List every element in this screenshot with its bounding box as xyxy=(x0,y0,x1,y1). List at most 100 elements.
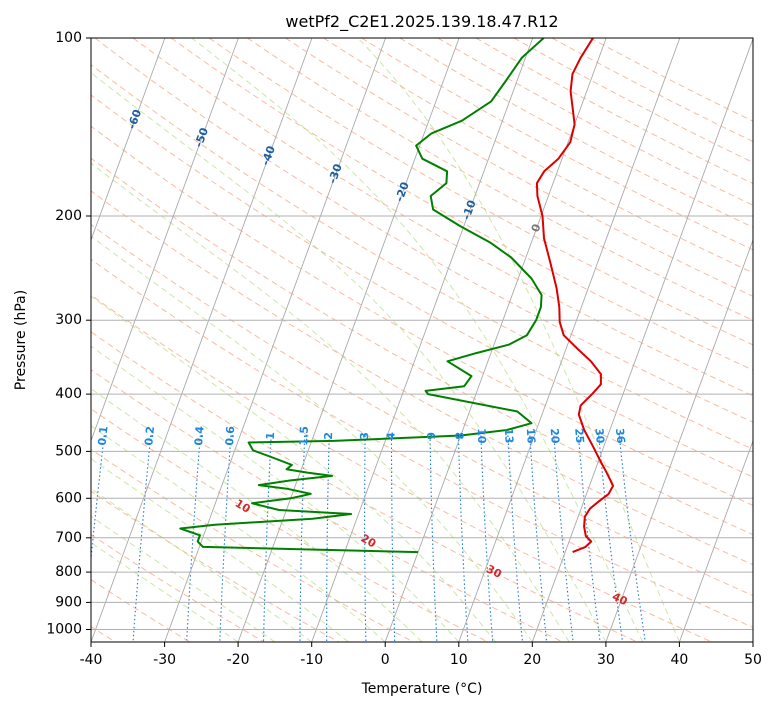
mixing-ratio-label: 0.6 xyxy=(223,425,237,446)
moist-adiabat xyxy=(91,72,607,642)
mixing-ratio-label: 0.1 xyxy=(96,425,111,446)
mixing-ratio-line xyxy=(364,435,367,642)
dry-adiabat xyxy=(91,224,753,597)
dry-adiabat xyxy=(94,38,753,423)
x-axis-ticks: -40 -30 -20 -10 0 10 20 30 40 50 xyxy=(80,642,762,668)
y-tick-label: 1000 xyxy=(46,622,82,638)
mixing-ratio-line xyxy=(262,435,272,642)
mixing-ratio-label: 3 xyxy=(358,432,371,440)
mixing-ratio-line xyxy=(598,435,624,642)
dry-adiabat xyxy=(91,534,265,642)
moist-adiabat xyxy=(357,38,680,642)
mixing-ratio-label: 13 xyxy=(502,428,516,444)
dry-adiabat xyxy=(208,38,753,346)
dry-adiabats xyxy=(91,38,753,642)
moist-adiabats xyxy=(91,38,680,642)
mixing-ratio-label: 1.5 xyxy=(297,426,311,446)
temperature-profile xyxy=(535,38,614,554)
isotherm-lines xyxy=(91,38,753,642)
mixing-ratio-label: 4 xyxy=(385,432,398,440)
mixing-ratio-line xyxy=(390,435,396,642)
mixing-ratio-line xyxy=(618,435,646,642)
y-tick-label: 500 xyxy=(55,443,82,459)
x-axis-label: Temperature (°C) xyxy=(361,681,483,697)
x-tick-label: 20 xyxy=(523,652,541,668)
mixing-ratio-line xyxy=(529,435,548,642)
mixing-ratio-line xyxy=(132,435,152,642)
isotherm-line xyxy=(678,439,753,642)
mixing-ratio-label: 25 xyxy=(572,428,586,444)
dry-adiabat xyxy=(91,294,713,642)
dewpoint-profile xyxy=(179,38,545,554)
dry-adiabat xyxy=(513,38,753,163)
dry-adiabat xyxy=(91,190,753,566)
y-axis-label: Pressure (hPa) xyxy=(13,290,29,390)
dry-adiabat xyxy=(285,38,753,297)
mixing-ratio-line xyxy=(507,435,524,642)
chart-title: wetPf2_C2E1.2025.139.18.47.R12 xyxy=(285,12,558,32)
x-tick-label: 30 xyxy=(597,652,615,668)
dry-adiabat-label: 30 xyxy=(484,562,504,581)
mixing-ratio-line xyxy=(219,435,232,642)
mixing-ratio-label: 0.4 xyxy=(192,425,206,446)
dry-adiabat xyxy=(91,64,753,450)
mixing-ratio-label: 20 xyxy=(548,428,562,445)
isotherm-line xyxy=(605,238,753,642)
x-tick-label: 10 xyxy=(450,652,468,668)
mixing-ratio-label: 1 xyxy=(264,432,277,440)
moist-adiabat xyxy=(91,388,423,642)
moist-adiabat xyxy=(91,515,276,642)
mixing-ratio-line xyxy=(186,435,201,642)
mixing-ratio-line xyxy=(577,435,601,642)
mixing-ratio-label: 10 xyxy=(475,428,489,444)
mixing-ratio-label: 8 xyxy=(452,432,465,440)
dry-adiabat xyxy=(91,125,753,506)
isotherm-line xyxy=(384,38,607,642)
isotherm-label: 0 xyxy=(529,222,544,234)
moist-adiabat xyxy=(91,425,386,642)
x-tick-label: -30 xyxy=(153,652,176,668)
mixing-ratio-line xyxy=(299,435,306,642)
mixing-ratio-line xyxy=(480,435,494,642)
y-tick-label: 200 xyxy=(55,208,82,224)
isotherm-line xyxy=(91,38,313,642)
dry-adiabat xyxy=(91,331,638,642)
mixing-ratio-label: 36 xyxy=(613,428,628,445)
dry-adiabat-label: 40 xyxy=(610,590,630,608)
dry-adiabat xyxy=(91,157,753,536)
mixing-ratio-label: 30 xyxy=(592,428,606,445)
moist-adiabat xyxy=(91,541,239,642)
plot-frame xyxy=(90,37,754,643)
mixing-ratio-label: 16 xyxy=(524,428,538,444)
mixing-ratio-label: 6 xyxy=(424,432,437,440)
moist-adiabat xyxy=(191,38,644,642)
x-tick-label: 50 xyxy=(744,652,762,668)
isotherm-line xyxy=(531,38,753,642)
mixing-ratio-line xyxy=(326,435,330,642)
mixing-ratio-line xyxy=(457,435,469,642)
mixing-ratio-line xyxy=(429,435,438,642)
mixing-ratio-label: 0.2 xyxy=(142,426,157,447)
x-tick-label: -40 xyxy=(80,652,103,668)
y-tick-label: 600 xyxy=(55,490,82,506)
y-tick-label: 700 xyxy=(55,530,82,546)
dry-adiabat xyxy=(170,38,753,371)
y-axis-ticks: 100 200 300 400 500 600 700 800 900 1000 xyxy=(46,30,91,638)
background-line-labels: 0.1 0.2 0.4 0.6 1 1.5 2 3 4 6 8 10 13 16 20 25 30 36-60-5… xyxy=(96,107,630,608)
x-tick-label: -10 xyxy=(300,652,323,668)
y-tick-label: 300 xyxy=(55,312,82,328)
moist-adiabat xyxy=(91,458,349,642)
isotherm-line xyxy=(237,38,460,642)
y-tick-label: 900 xyxy=(55,594,82,610)
mixing-ratio-label: 2 xyxy=(322,432,335,440)
moist-adiabat xyxy=(91,162,570,642)
dry-adiabat xyxy=(91,448,414,642)
x-tick-label: 0 xyxy=(381,652,390,668)
x-tick-label: 40 xyxy=(670,652,688,668)
x-tick-label: -20 xyxy=(227,652,250,668)
moist-adiabat xyxy=(91,295,496,642)
sounding-profiles xyxy=(179,38,614,554)
dry-adiabat xyxy=(323,38,753,274)
dry-adiabat xyxy=(399,38,753,228)
